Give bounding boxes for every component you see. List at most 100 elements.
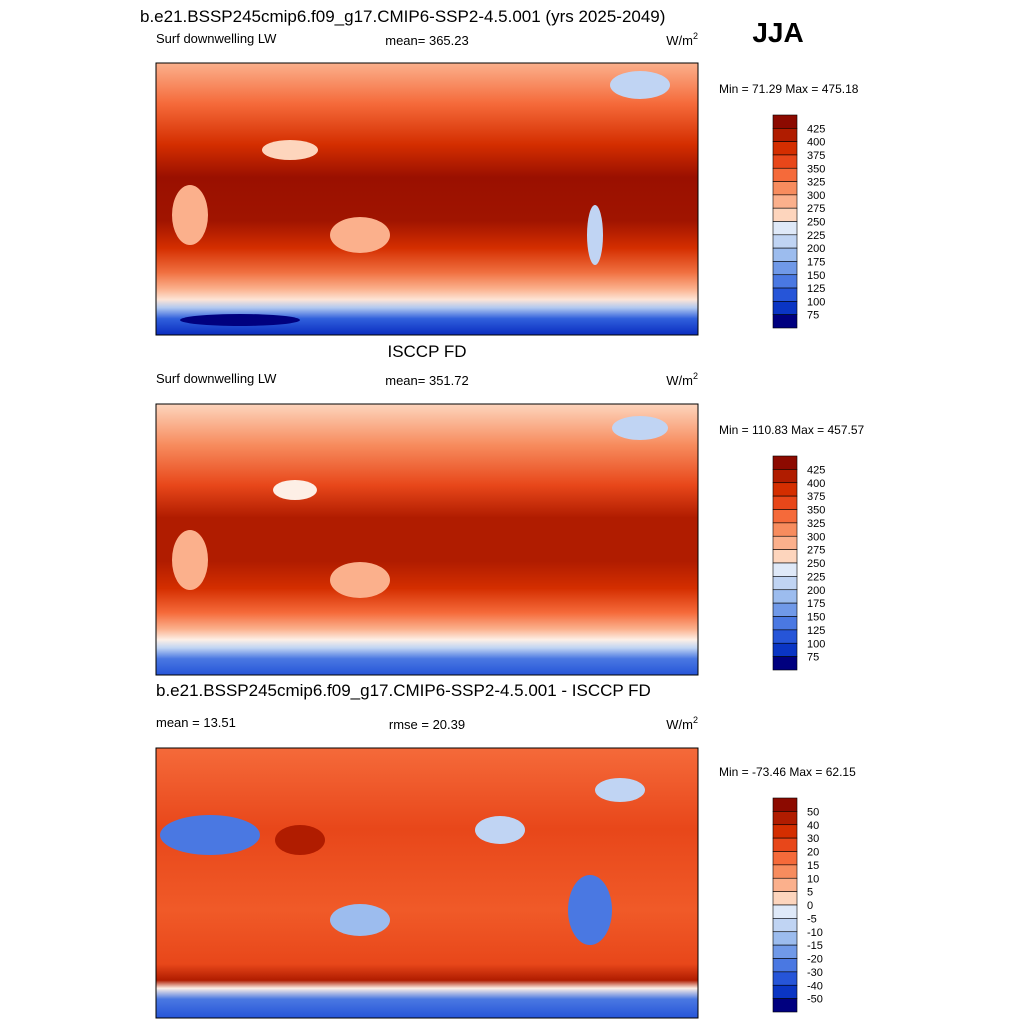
colorbar-box — [772, 877, 798, 892]
antarctica — [180, 314, 300, 326]
east-pacific — [475, 816, 525, 844]
australia — [330, 217, 390, 253]
colorbar-box — [772, 971, 798, 986]
panel-heading: b.e21.BSSP245cmip6.f09_g17.CMIP6-SSP2-4.… — [156, 681, 651, 700]
map — [155, 403, 699, 676]
colorbar-label: 125 — [807, 283, 825, 295]
colorbar-label: 150 — [807, 270, 825, 282]
colorbar-label: -50 — [807, 994, 823, 1006]
colorbar-label: 250 — [807, 217, 825, 229]
colorbar-label: 325 — [807, 177, 825, 189]
colorbar-box — [772, 797, 798, 812]
season-label: JJA — [752, 17, 803, 48]
colorbar-label: 15 — [807, 860, 819, 872]
colorbar-label: -40 — [807, 980, 823, 992]
colorbar-label: 40 — [807, 820, 819, 832]
units-base: W/m — [666, 717, 693, 732]
colorbar-label: 300 — [807, 531, 825, 543]
colorbar-box — [772, 904, 798, 919]
map-panel-1 — [155, 62, 699, 336]
colorbar-box — [772, 207, 798, 222]
colorbar-box — [772, 824, 798, 839]
colorbar-label: 400 — [807, 137, 825, 149]
colorbar-label: 125 — [807, 625, 825, 637]
tibet — [273, 480, 317, 500]
colorbar-box — [772, 931, 798, 946]
left-label: Surf downwelling LW — [156, 31, 277, 46]
colorbar-box — [772, 522, 798, 537]
figure-title: b.e21.BSSP245cmip6.f09_g17.CMIP6-SSP2-4.… — [140, 7, 665, 26]
map-panel-2 — [155, 403, 699, 676]
left-label: mean = 13.51 — [156, 715, 236, 730]
colorbar-box — [772, 495, 798, 510]
colorbar-label: 0 — [807, 900, 813, 912]
colorbar-box — [772, 274, 798, 289]
colorbar-label: -30 — [807, 967, 823, 979]
colorbar-box — [772, 301, 798, 315]
units: W/m2 — [666, 31, 698, 48]
colorbar-box — [772, 194, 798, 209]
andes — [587, 205, 603, 265]
units-base: W/m — [666, 373, 693, 388]
colorbar-box — [772, 141, 798, 156]
left-label: Surf downwelling LW — [156, 371, 277, 386]
map-panel-3 — [155, 747, 699, 1019]
sahara — [160, 815, 260, 855]
colorbar-box — [772, 918, 798, 933]
colorbar-label: 75 — [807, 652, 819, 664]
colorbar-label: 350 — [807, 163, 825, 175]
units-base: W/m — [666, 33, 693, 48]
colorbar-label: 375 — [807, 150, 825, 162]
colorbar-label: -15 — [807, 940, 823, 952]
colorbar-box — [772, 167, 798, 182]
units: W/m2 — [666, 371, 698, 388]
colorbar-label: 175 — [807, 256, 825, 268]
colorbar-box — [772, 287, 798, 302]
australia — [330, 562, 390, 598]
colorbar-label: 225 — [807, 230, 825, 242]
colorbar-box — [772, 234, 798, 249]
colorbar-label: 20 — [807, 847, 819, 859]
greenland — [610, 71, 670, 99]
colorbar-label: 275 — [807, 203, 825, 215]
colorbar-box — [772, 535, 798, 550]
colorbar-box — [772, 837, 798, 852]
colorbar-label: 100 — [807, 296, 825, 308]
colorbar-box — [772, 549, 798, 564]
colorbar-label: 425 — [807, 123, 825, 135]
colorbar-box — [772, 261, 798, 276]
colorbar-label: 350 — [807, 505, 825, 517]
colorbar-box — [772, 469, 798, 484]
colorbar-box — [772, 864, 798, 879]
colorbar-label: -10 — [807, 927, 823, 939]
colorbar-label: 200 — [807, 585, 825, 597]
colorbar-box — [772, 247, 798, 262]
colorbar-label: 50 — [807, 806, 819, 818]
colorbar-box — [772, 589, 798, 604]
africa — [172, 530, 208, 590]
colorbar-box — [772, 482, 798, 497]
center-label: rmse = 20.39 — [389, 717, 465, 732]
colorbar-label: 325 — [807, 518, 825, 530]
colorbar-label: 225 — [807, 571, 825, 583]
colorbar-label: -20 — [807, 954, 823, 966]
colorbar-box — [772, 642, 798, 657]
colorbar-box — [772, 851, 798, 866]
colorbar-box — [772, 128, 798, 142]
greenland — [595, 778, 645, 802]
china — [275, 825, 325, 855]
colorbar-box — [772, 314, 798, 329]
colorbar-box — [772, 629, 798, 644]
colorbar-box — [772, 958, 798, 973]
colorbar-box — [772, 455, 798, 470]
center-label: mean= 365.23 — [385, 33, 468, 48]
center-label: mean= 351.72 — [385, 373, 468, 388]
colorbar-box — [772, 562, 798, 577]
colorbar-label: 200 — [807, 243, 825, 255]
units-sup: 2 — [693, 31, 698, 41]
colorbar-label: 375 — [807, 491, 825, 503]
colorbar-label: 175 — [807, 598, 825, 610]
units: W/m2 — [666, 715, 698, 732]
colorbar-box — [772, 114, 798, 129]
